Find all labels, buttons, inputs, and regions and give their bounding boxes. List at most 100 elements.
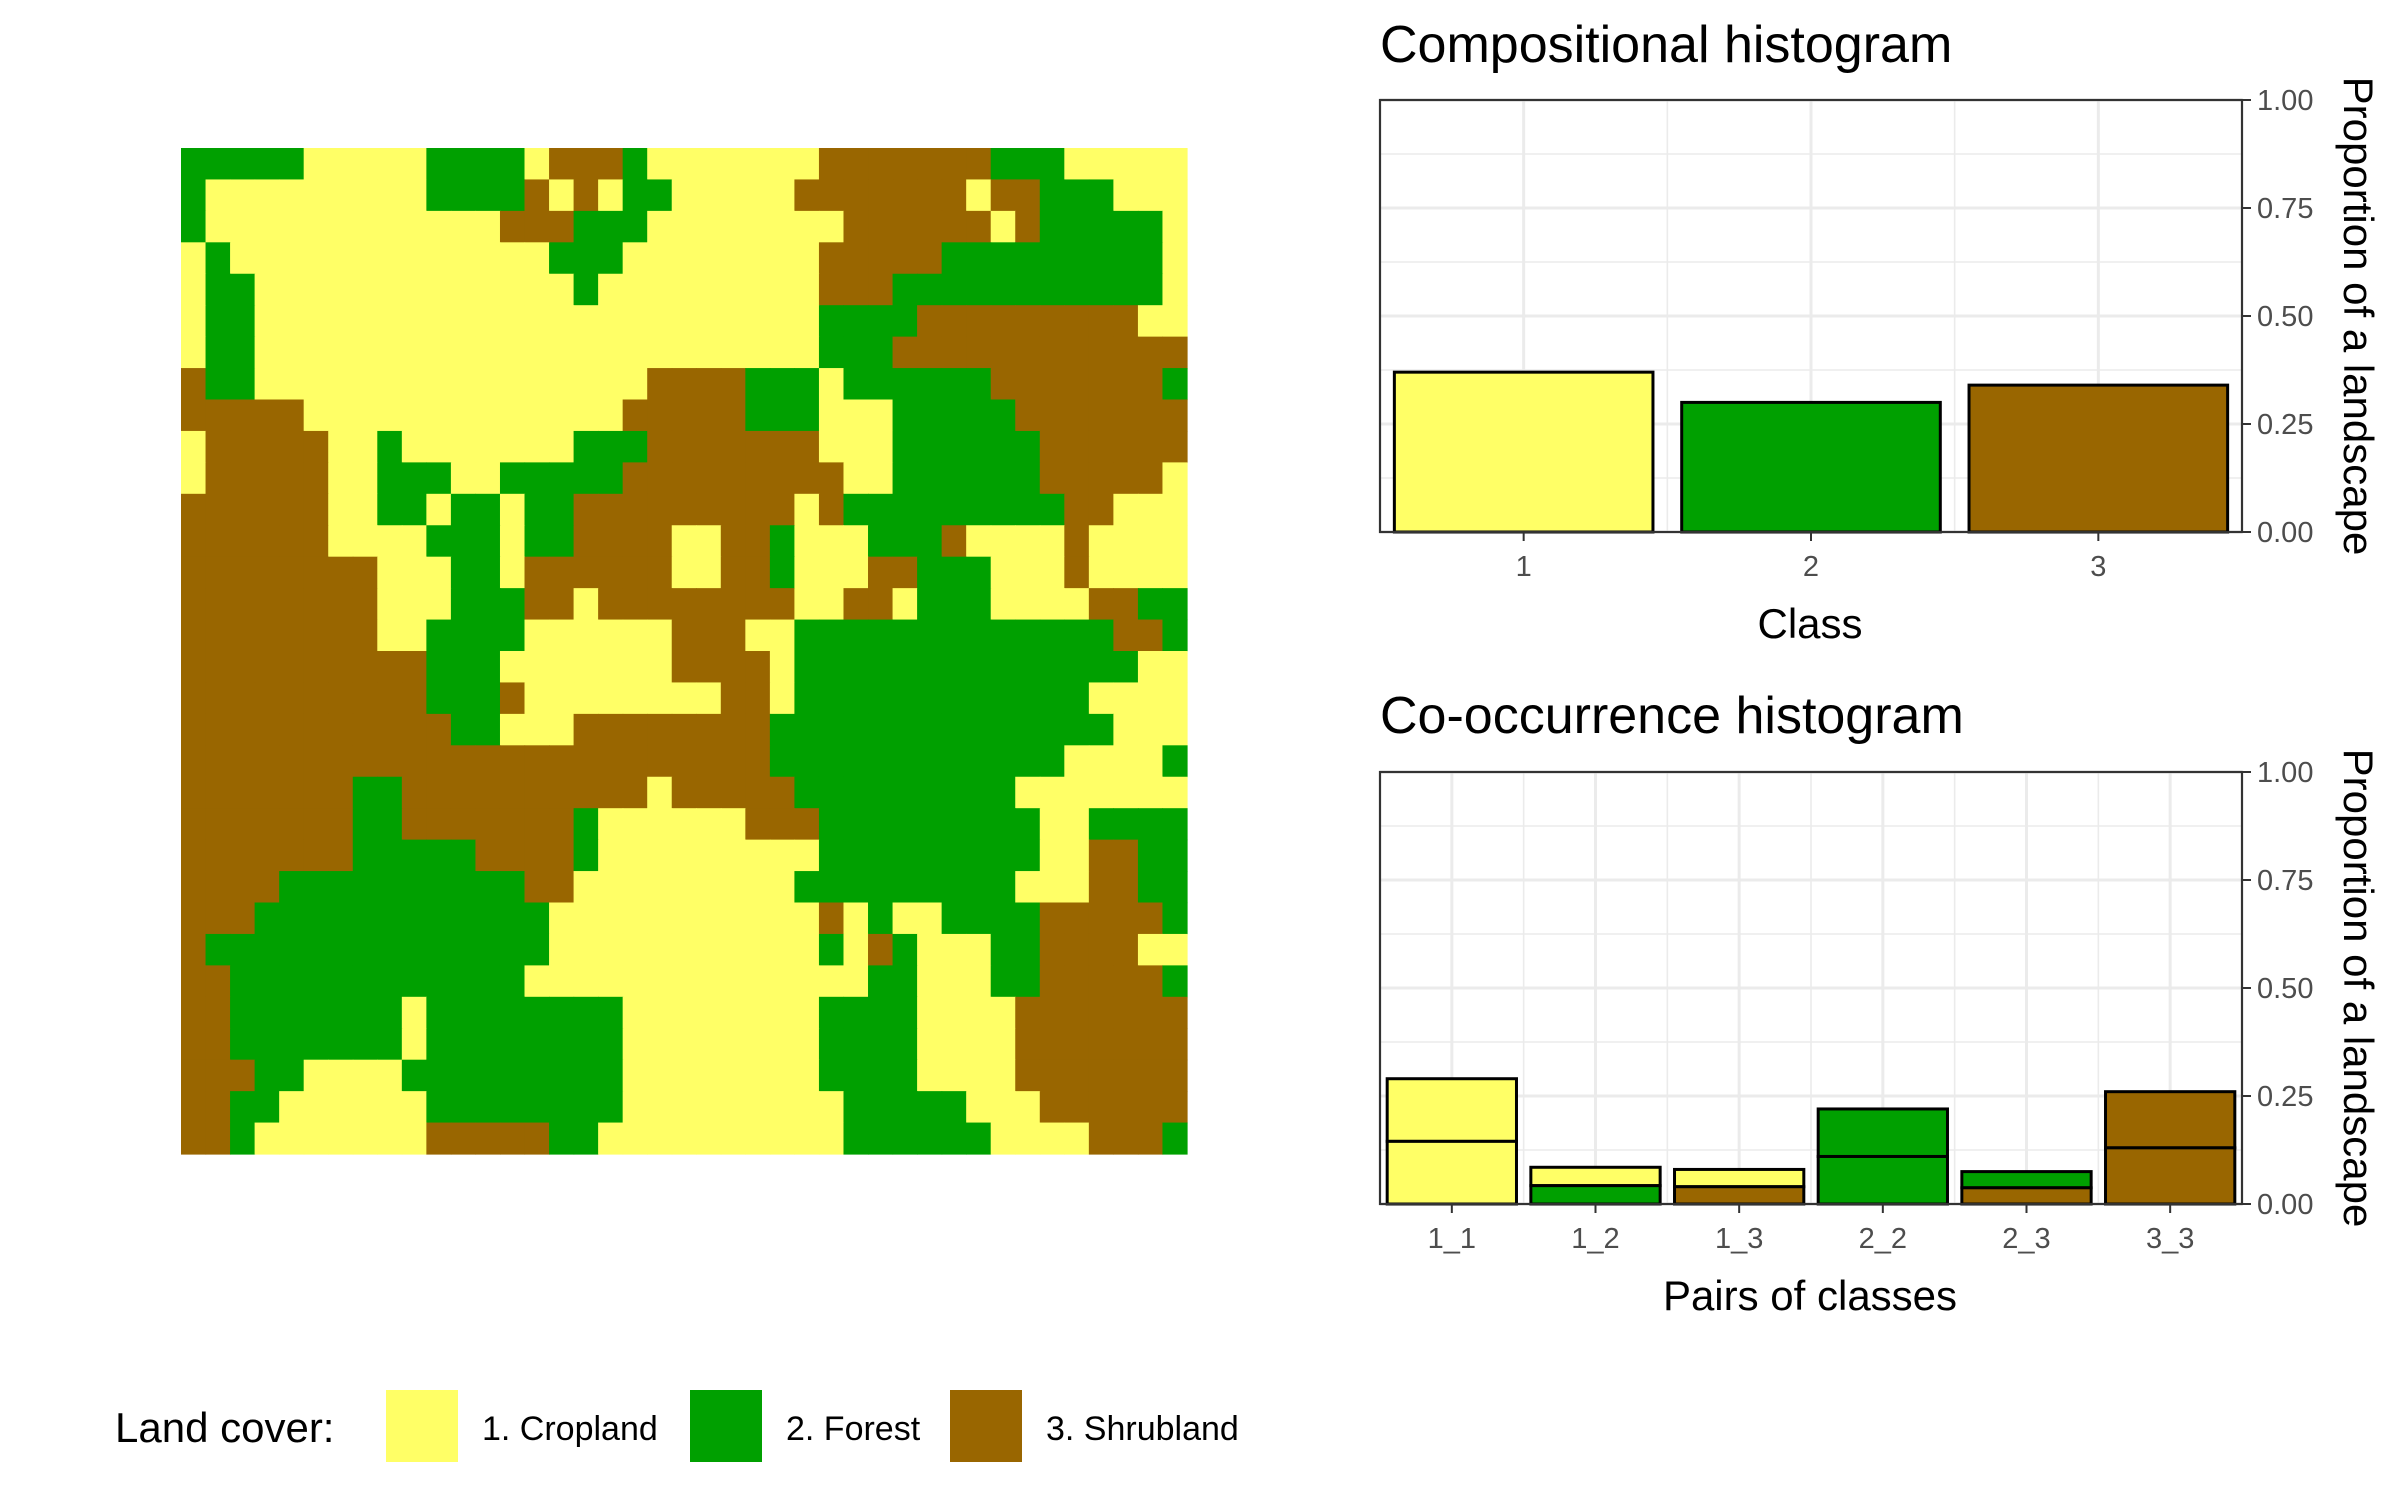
map-cell [279,148,305,181]
map-cell [181,148,207,181]
map-cell [598,462,624,495]
map-cell [1015,588,1041,621]
map-cell [475,399,501,432]
map-cell [647,462,673,495]
map-cell [720,1028,746,1061]
map-cell [205,1059,231,1092]
map-cell [303,902,329,935]
map-cell [524,808,550,841]
map-cell [794,588,820,621]
map-cell [745,462,771,495]
map-cell [352,651,378,684]
map-cell [868,273,894,306]
map-cell [524,179,550,212]
map-cell [524,996,550,1029]
map-cell [1162,556,1188,589]
map-cell [475,682,501,715]
map-cell [426,1091,452,1124]
map-cell [917,1028,943,1061]
map-cell [377,839,403,872]
map-cell [450,368,477,401]
map-cell [426,493,452,526]
map-cell [1064,305,1090,338]
map-cell [230,368,256,401]
map-cell [1137,776,1164,809]
map-cell [279,965,305,998]
map-cell [549,399,575,432]
map-cell [917,651,943,684]
map-cell [352,871,378,904]
map-cell [377,1091,403,1124]
map-cell [1015,619,1041,652]
map-cell [868,210,894,243]
map-cell [426,933,452,966]
map-cell [769,273,796,306]
map-cell [303,462,329,495]
map-cell [598,368,624,401]
map-cell [426,619,452,652]
map-cell [794,242,820,275]
map-cell [941,242,967,275]
map-cell [426,588,452,621]
map-cell [990,965,1016,998]
map-cell [450,619,477,652]
map-cell [450,148,477,181]
map-cell [966,336,992,369]
map-cell [843,996,869,1029]
map-cell [745,965,771,998]
map-cell [941,462,967,495]
map-cell [1039,839,1065,872]
map-cell [352,808,378,841]
map-cell [843,682,869,715]
map-cell [622,336,648,369]
map-cell [328,210,354,243]
map-cell [745,430,771,463]
map-cell [328,305,354,338]
map-cell [328,525,354,558]
map-cell [1137,556,1164,589]
map-cell [745,148,771,181]
map-cell [720,305,746,338]
map-cell [205,1028,231,1061]
map-cell [1039,682,1065,715]
map-cell [917,902,943,935]
map-cell [1113,933,1139,966]
map-cell [647,933,673,966]
map-cell [230,996,256,1029]
map-cell [1015,745,1041,778]
map-cell [671,210,697,243]
map-cell [549,713,575,746]
map-cell [352,745,378,778]
map-cell [1137,493,1164,526]
map-cell [892,808,918,841]
map-cell [892,682,918,715]
map-cell [181,305,207,338]
map-cell [499,242,526,275]
map-cell [573,651,599,684]
map-cell [1113,808,1139,841]
map-cell [671,682,697,715]
map-cell [499,1091,526,1124]
map-cell [1162,745,1188,778]
map-cell [1064,619,1090,652]
map-cell [1064,808,1090,841]
map-cell [205,713,231,746]
x-tick-label: 1_2 [1571,1223,1619,1255]
map-cell [1039,305,1065,338]
map-cell [868,871,894,904]
map-cell [990,902,1016,935]
map-cell [769,399,796,432]
map-cell [671,1028,697,1061]
map-cell [499,210,526,243]
map-cell [377,808,403,841]
map-cell [794,462,820,495]
map-cell [1137,430,1164,463]
map-cell [426,210,452,243]
map-cell [1039,430,1065,463]
comp-histogram: 1 2 3 0.00 0.25 0.50 0.75 1.00 [1378,85,2313,583]
map-cell [181,273,207,306]
map-cell [696,651,722,684]
map-cell [671,336,697,369]
map-cell [1064,556,1090,589]
map-cell [205,525,231,558]
